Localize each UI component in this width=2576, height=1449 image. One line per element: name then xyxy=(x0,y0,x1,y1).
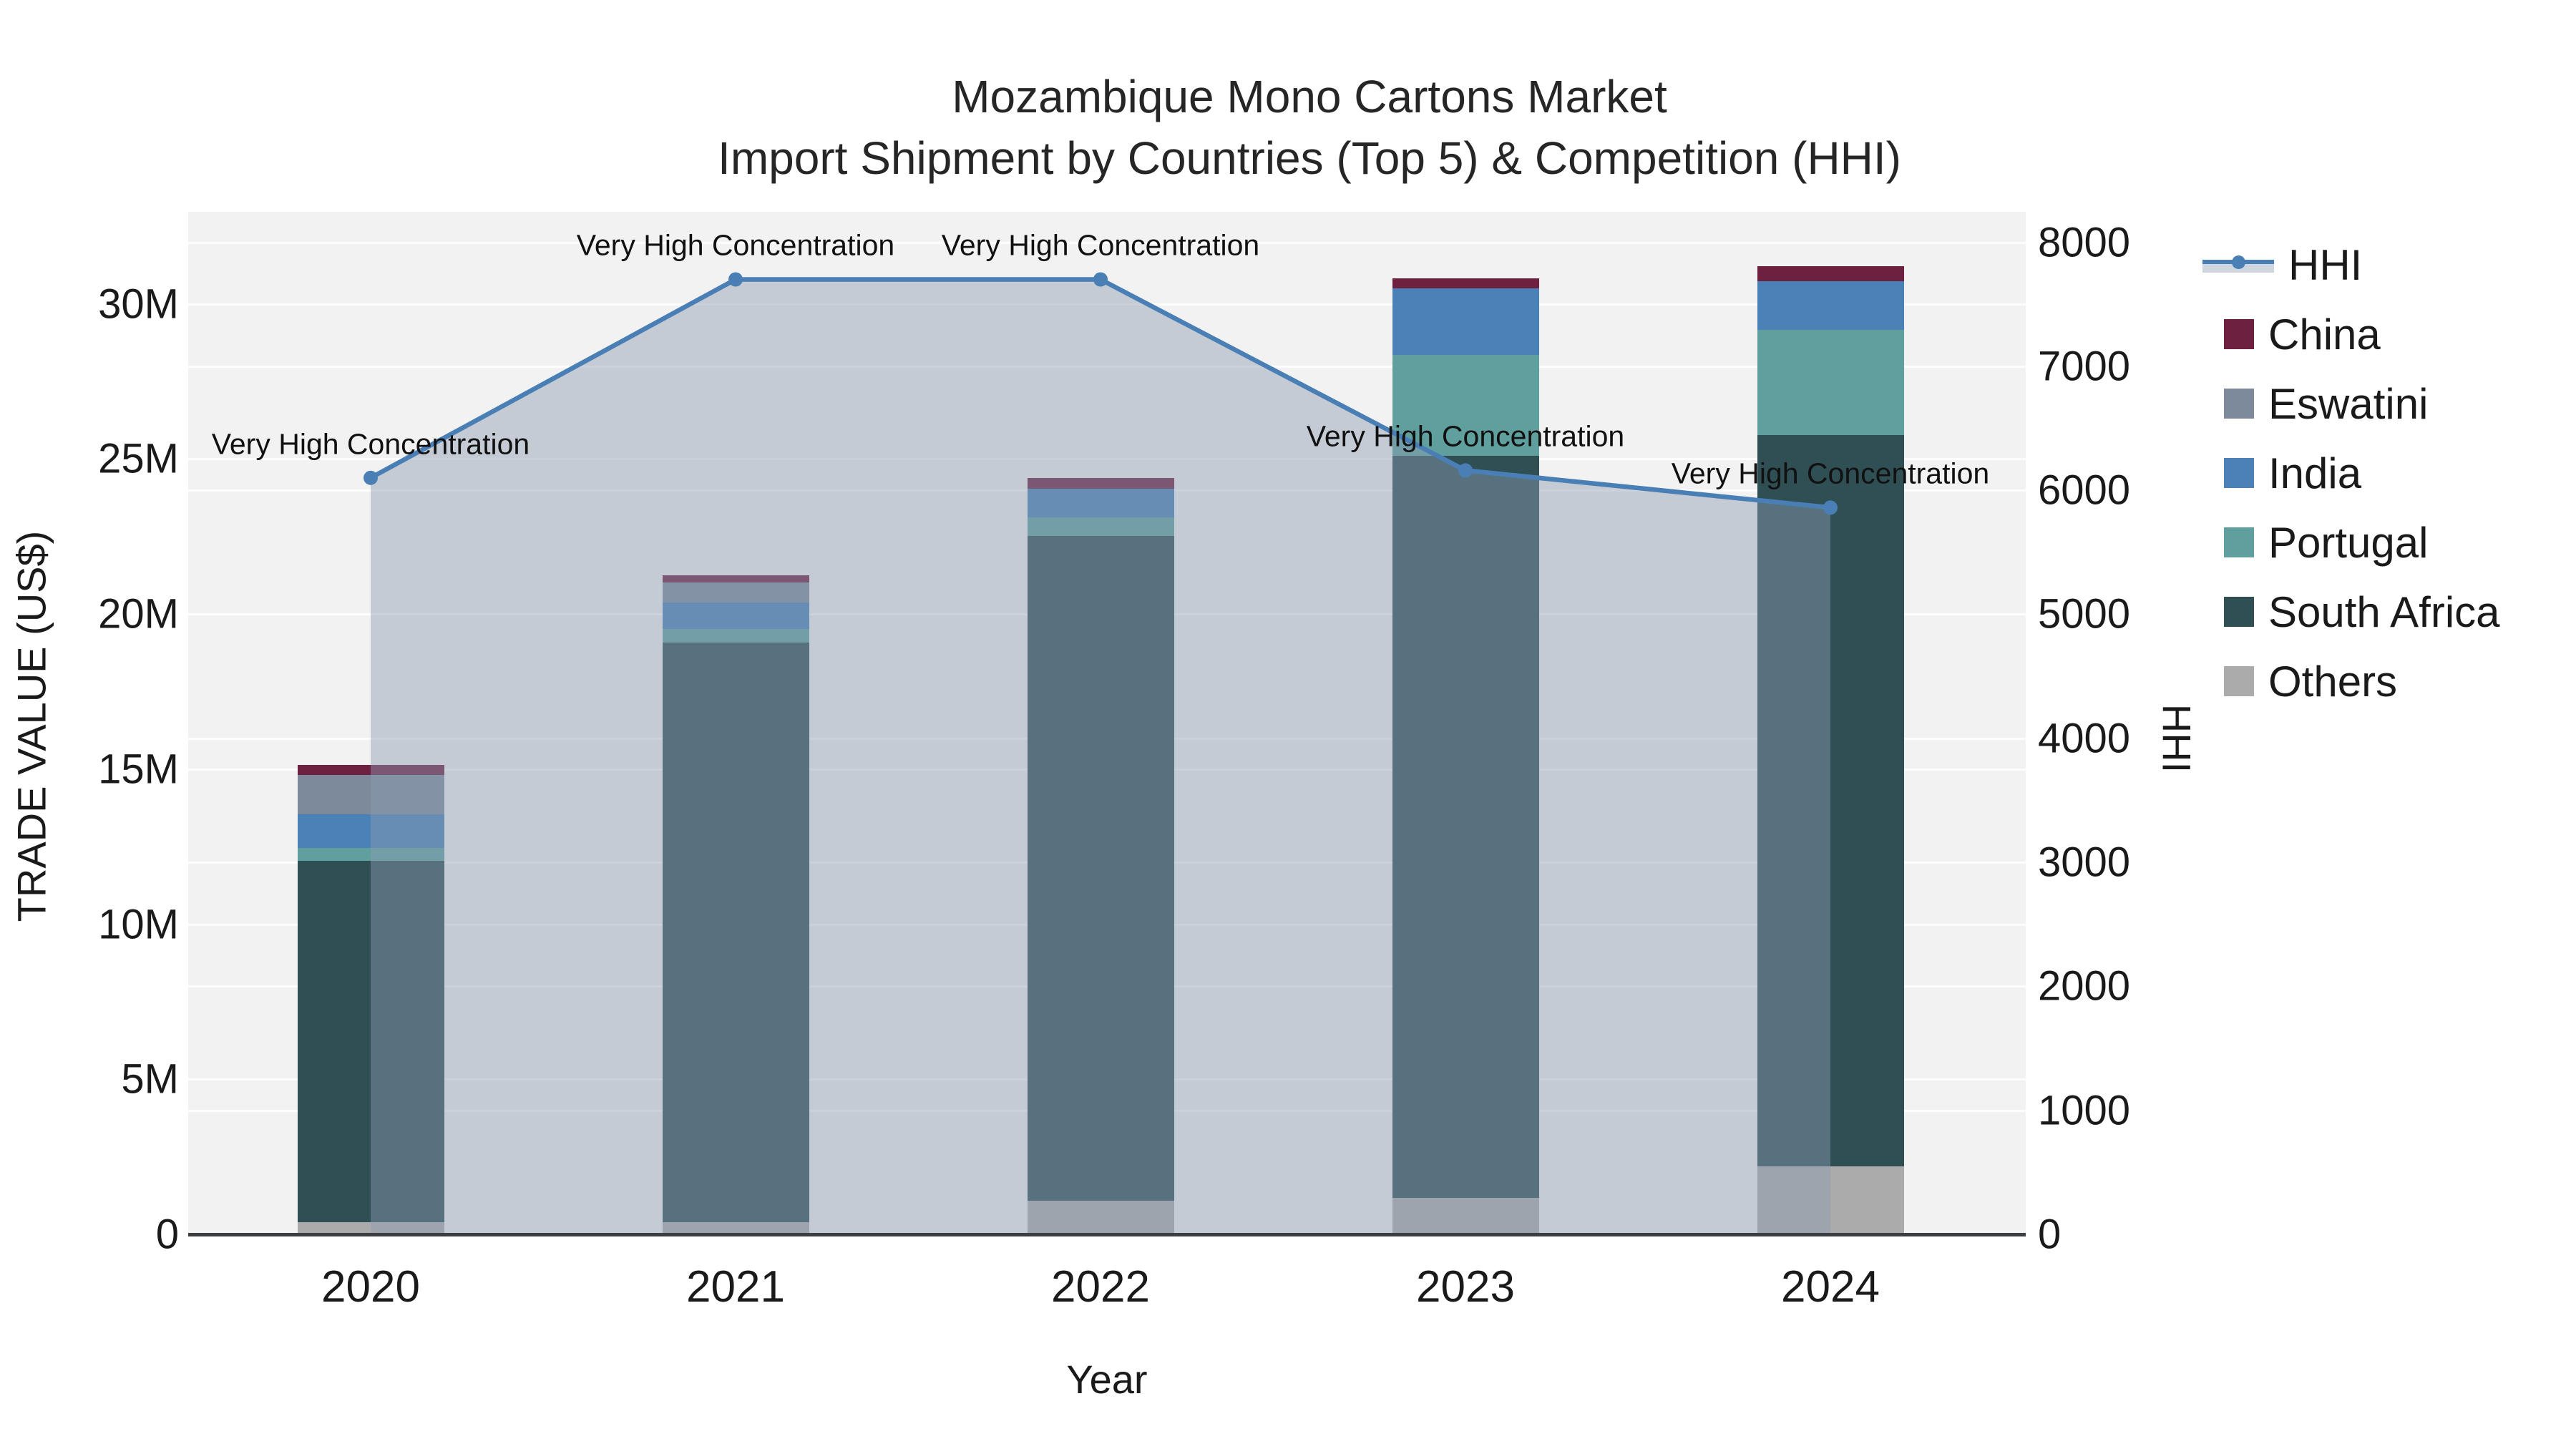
bar-2023-others[interactable] xyxy=(1392,1198,1539,1234)
legend-label-china: China xyxy=(2268,310,2381,358)
bar-2024-india[interactable] xyxy=(1757,280,1904,330)
gridline-right-7000 xyxy=(188,365,2026,368)
legend-item-india[interactable]: India xyxy=(2202,449,2362,497)
gridline-right-8000 xyxy=(188,241,2026,244)
year-tick-label-2023: 2023 xyxy=(1416,1262,1515,1312)
gridline-left-30M xyxy=(188,303,2026,306)
annotation-2020: Very High Concentration xyxy=(211,427,530,461)
right-tick-label-5000: 5000 xyxy=(2038,590,2131,638)
chart-title-line1: Mozambique Mono Cartons Market xyxy=(952,71,1667,122)
left-tick-label-0: 0 xyxy=(155,1211,179,1258)
bar-2021-south-africa[interactable] xyxy=(662,643,809,1222)
bar-2020-south-africa[interactable] xyxy=(297,861,444,1223)
bar-2022-others[interactable] xyxy=(1027,1201,1174,1234)
legend-item-south-africa[interactable]: South Africa xyxy=(2202,587,2500,636)
x-axis-title: Year xyxy=(1066,1357,1148,1402)
left-tick-label-15M: 15M xyxy=(98,746,179,793)
bar-2024-china[interactable] xyxy=(1757,266,1904,281)
legend-swatch-eswatini xyxy=(2224,389,2254,419)
bar-2024-south-africa[interactable] xyxy=(1757,435,1904,1167)
bar-2020-others[interactable] xyxy=(297,1222,444,1234)
y-left-axis-title: TRADE VALUE (US$) xyxy=(9,530,54,922)
legend-item-hhi[interactable]: HHI xyxy=(2202,240,2363,289)
bar-2020-china[interactable] xyxy=(297,765,444,776)
bar-2021-others[interactable] xyxy=(662,1221,809,1234)
bar-2023-china[interactable] xyxy=(1392,278,1539,288)
bar-2022-portugal[interactable] xyxy=(1027,517,1174,537)
legend-item-others[interactable]: Others xyxy=(2202,657,2398,706)
hhi-marker-swatch xyxy=(2232,255,2245,269)
bar-2021-eswatini[interactable] xyxy=(662,582,809,602)
legend-item-portugal[interactable]: Portugal xyxy=(2202,518,2429,567)
annotation-2023: Very High Concentration xyxy=(1306,419,1625,453)
legend-swatch-china xyxy=(2224,319,2254,349)
bar-2020-eswatini[interactable] xyxy=(297,775,444,815)
legend-label-portugal: Portugal xyxy=(2268,518,2429,567)
bar-2022-india[interactable] xyxy=(1027,489,1174,517)
right-tick-label-0: 0 xyxy=(2038,1211,2062,1258)
year-tick-label-2024: 2024 xyxy=(1781,1262,1880,1312)
left-tick-label-25M: 25M xyxy=(98,435,179,482)
left-tick-label-10M: 10M xyxy=(98,901,179,947)
right-tick-label-6000: 6000 xyxy=(2038,467,2131,514)
bar-2021-china[interactable] xyxy=(662,575,809,583)
right-tick-label-1000: 1000 xyxy=(2038,1087,2131,1134)
bar-2022-south-africa[interactable] xyxy=(1027,536,1174,1201)
legend-label-south-africa: South Africa xyxy=(2268,587,2500,636)
bar-2023-india[interactable] xyxy=(1392,288,1539,355)
bar-2023-south-africa[interactable] xyxy=(1392,455,1539,1199)
bar-2022-china[interactable] xyxy=(1027,478,1174,489)
right-tick-label-4000: 4000 xyxy=(2038,715,2131,762)
bar-2021-india[interactable] xyxy=(662,602,809,629)
left-tick-label-5M: 5M xyxy=(121,1055,179,1103)
annotation-2021: Very High Concentration xyxy=(576,228,895,262)
legend-item-eswatini[interactable]: Eswatini xyxy=(2202,379,2429,428)
legend-label-hhi: HHI xyxy=(2288,240,2363,289)
right-tick-label-7000: 7000 xyxy=(2038,343,2131,390)
legend-swatch-others xyxy=(2224,666,2254,696)
y-right-axis-title: HHI xyxy=(2154,703,2200,774)
legend-swatch-india xyxy=(2224,458,2254,488)
bar-2020-india[interactable] xyxy=(297,814,444,849)
legend-label-india: India xyxy=(2268,449,2362,497)
left-tick-label-20M: 20M xyxy=(98,590,179,638)
hhi-line-swatch-icon xyxy=(2202,255,2274,274)
bar-2021-portugal[interactable] xyxy=(662,628,809,643)
annotation-2022: Very High Concentration xyxy=(941,228,1260,262)
legend-swatch-portugal xyxy=(2224,527,2254,557)
legend-swatch-south-africa xyxy=(2224,597,2254,627)
left-tick-label-30M: 30M xyxy=(98,280,179,327)
legend-label-others: Others xyxy=(2268,657,2398,706)
annotation-2024: Very High Concentration xyxy=(1671,457,1990,490)
year-tick-label-2020: 2020 xyxy=(321,1262,420,1312)
bar-2020-portugal[interactable] xyxy=(297,848,444,862)
bar-2024-portugal[interactable] xyxy=(1757,329,1904,436)
chart-title-line2: Import Shipment by Countries (Top 5) & C… xyxy=(718,132,1901,184)
legend-item-china[interactable]: China xyxy=(2202,310,2381,358)
legend-label-eswatini: Eswatini xyxy=(2268,379,2429,428)
year-tick-label-2022: 2022 xyxy=(1051,1262,1150,1312)
right-tick-label-3000: 3000 xyxy=(2038,839,2131,886)
bar-2024-others[interactable] xyxy=(1757,1166,1904,1234)
right-tick-label-2000: 2000 xyxy=(2038,962,2131,1010)
year-tick-label-2021: 2021 xyxy=(686,1262,785,1312)
x-axis-line xyxy=(188,1233,2026,1236)
right-tick-label-8000: 8000 xyxy=(2038,219,2131,265)
